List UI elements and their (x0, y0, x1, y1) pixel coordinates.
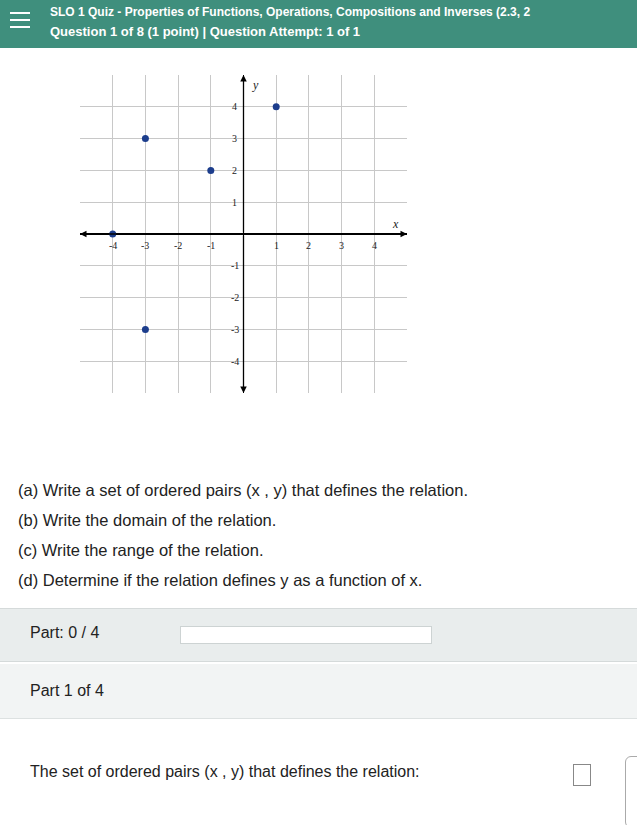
svg-text:4: 4 (232, 101, 237, 112)
svg-text:-2: -2 (174, 240, 182, 251)
html-text:(c) Write the range of the rel: (c) Write the range of the relation. (18, 541, 264, 559)
svg-text:-1: -1 (207, 240, 215, 251)
html-text:(b) Write the domain of the re: (b) Write the domain of the relation. (18, 511, 277, 529)
svg-text:y: y (252, 78, 259, 92)
svg-text:1: 1 (274, 240, 279, 251)
svg-text:x: x (392, 217, 399, 231)
html-text:Part 1 of 4: Part 1 of 4 (30, 682, 104, 699)
html-text:Part: 0 / 4: Part: 0 / 4 (30, 624, 100, 641)
html-text:SLO 1 Quiz - Properties of Fun: SLO 1 Quiz - Properties of Functions, Op… (50, 5, 531, 19)
svg-text:-4: -4 (231, 356, 239, 367)
svg-text:3: 3 (232, 133, 237, 144)
svg-text:-1: -1 (231, 260, 239, 271)
svg-text:-3: -3 (231, 324, 239, 335)
svg-text:3: 3 (339, 240, 344, 251)
svg-text:1: 1 (232, 197, 237, 208)
svg-text:2: 2 (306, 240, 311, 251)
html-text:The set of ordered pairs (x ,: The set of ordered pairs (x , y) that de… (30, 763, 420, 780)
svg-text:-3: -3 (141, 240, 149, 251)
html-text:(a) Write a set of ordered pai: (a) Write a set of ordered pairs (x , y)… (18, 481, 468, 499)
svg-text:-2: -2 (231, 292, 239, 303)
html-text:Question 1 of 8 (1 point) | Qu: Question 1 of 8 (1 point) | Question Att… (50, 24, 361, 39)
html-text:(d) Determine if the relation: (d) Determine if the relation defines y … (18, 571, 423, 589)
svg-text:4: 4 (372, 240, 377, 251)
svg-text:2: 2 (232, 165, 237, 176)
svg-text:-4: -4 (109, 240, 117, 251)
